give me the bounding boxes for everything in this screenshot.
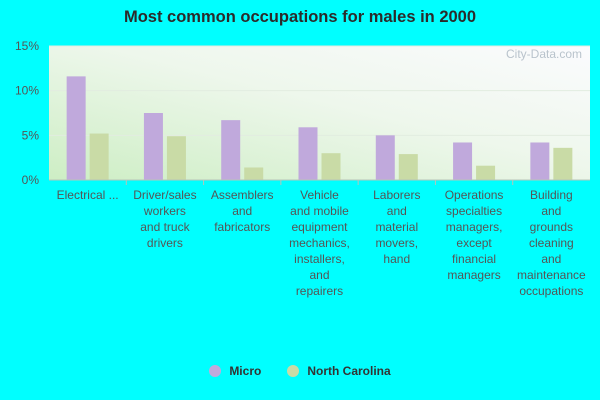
- x-tick-label: Operations specialties managers, except fina…: [445, 188, 504, 282]
- x-tick-label: Building and grounds cleaning and maintenance…: [517, 188, 586, 298]
- y-tick-label: 5%: [22, 128, 40, 142]
- y-tick-label: 10%: [15, 84, 39, 98]
- bar-micro: [375, 135, 395, 180]
- plot-background: [49, 46, 590, 180]
- legend-item-series-0: Micro: [209, 364, 261, 378]
- y-tick-label: 0%: [22, 173, 40, 187]
- x-tick-label: Assemblers and fabricators: [211, 188, 274, 234]
- legend-item-series-1: North Carolina: [287, 364, 391, 378]
- plot-area: 0% 5% 10% 15% City-Data.com Electrical ... D…: [15, 39, 590, 298]
- x-tick-label: Laborers and material movers, hand: [373, 188, 420, 266]
- bar-north-carolina: [476, 165, 496, 180]
- legend-swatch-series-0: [209, 365, 222, 377]
- x-tick-label: Electrical ...: [57, 188, 119, 202]
- bar-north-carolina: [89, 133, 109, 180]
- bar-micro: [453, 142, 473, 180]
- bar-north-carolina: [321, 153, 341, 180]
- bar-north-carolina: [244, 167, 264, 180]
- legend-label-series-0: Micro: [229, 364, 262, 378]
- legend-label-series-1: North Carolina: [307, 364, 391, 378]
- bar-micro: [298, 127, 318, 180]
- watermark: City-Data.com: [506, 47, 582, 61]
- bar-micro: [221, 120, 241, 180]
- legend-swatch-series-1: [287, 365, 300, 377]
- legend: Micro North Carolina: [0, 364, 600, 378]
- bar-north-carolina: [398, 154, 418, 180]
- x-tick-label: Vehicle and mobile equipment mechanics, inst…: [289, 188, 350, 298]
- bar-micro: [530, 142, 550, 180]
- bar-micro: [66, 76, 86, 180]
- bar-micro: [143, 113, 163, 180]
- x-tick-label: Driver/sales workers and truck drivers: [133, 188, 196, 250]
- chart-title: Most common occupations for males in 200…: [123, 8, 477, 26]
- bar-north-carolina: [553, 147, 573, 180]
- bar-north-carolina: [166, 136, 186, 180]
- y-tick-label: 15%: [15, 39, 39, 53]
